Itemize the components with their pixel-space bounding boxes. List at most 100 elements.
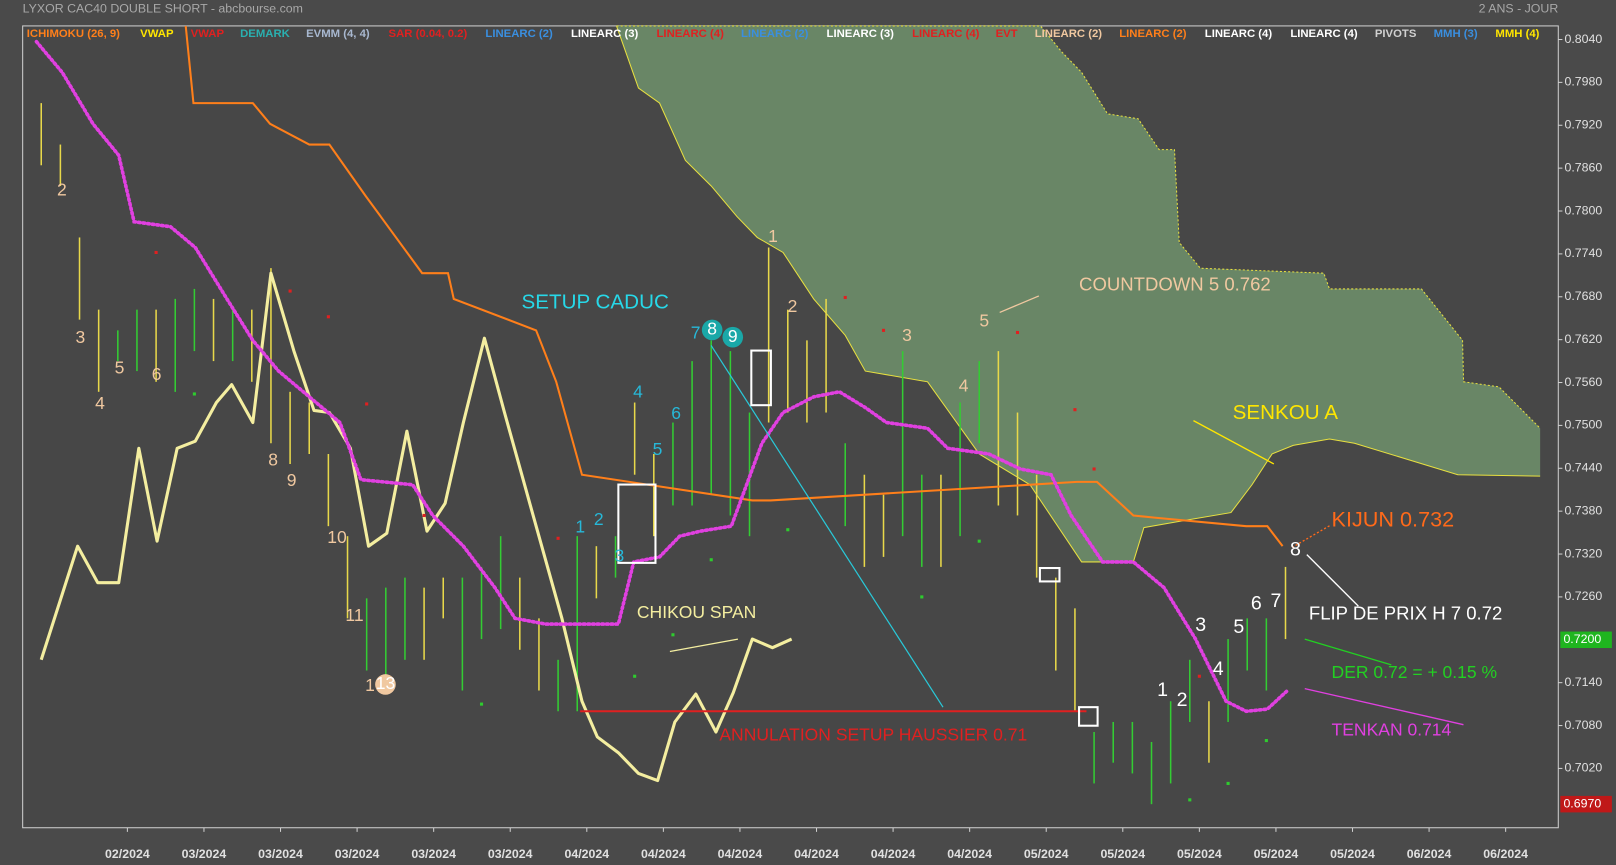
setup-count: 5	[653, 439, 663, 459]
arrow	[1289, 525, 1330, 550]
y-tick-label: 0.7620	[1564, 332, 1602, 346]
setup-count: 10	[327, 527, 347, 547]
sar-dot	[1188, 798, 1192, 802]
tenkan	[34, 39, 1290, 714]
arrow	[999, 295, 1040, 314]
chart-title: LYXOR CAC40 DOUBLE SHORT - abcbourse.com	[23, 2, 303, 16]
annotations: SETUP CADUC COUNTDOWN 5 0.762 SENKOU A K…	[521, 274, 1502, 745]
setup-count: 9	[728, 326, 738, 346]
setup-count: 2	[57, 179, 67, 199]
setup-box	[1078, 706, 1099, 727]
count-badge	[722, 326, 744, 348]
setup-count: 7	[691, 323, 701, 343]
arrow	[1306, 554, 1359, 607]
sar-dot	[1197, 674, 1201, 678]
setup-count: 6	[152, 364, 162, 384]
count-badge	[375, 674, 396, 695]
setup-count: 1	[575, 516, 585, 536]
setup-count: 3	[76, 327, 86, 347]
legend-entry: EVMM (4, 4)	[306, 28, 370, 40]
x-tick-label: 03/2024	[411, 847, 456, 861]
x-tick-label: 02/2024	[105, 847, 150, 861]
setup-count: 8	[268, 449, 278, 469]
sar-dot	[154, 250, 158, 255]
annotation: SETUP CADUC	[521, 291, 668, 314]
sar-dot	[1226, 781, 1230, 785]
sar-dot	[326, 315, 330, 319]
arrow	[1193, 420, 1275, 465]
y-tick-label: 0.7320	[1564, 546, 1602, 560]
y-tick-label: 0.7920	[1564, 118, 1602, 132]
price-marker	[1560, 795, 1612, 813]
legend-entry: LINEARC (4)	[1290, 28, 1358, 40]
sar-dot	[422, 513, 426, 517]
arrow	[669, 638, 739, 653]
legend-entry: DEMARK	[240, 28, 291, 40]
legend-entry: LINEARC (3)	[827, 28, 895, 40]
y-tick-label: 0.7680	[1564, 289, 1602, 303]
plot-layer	[34, 25, 1541, 805]
setup-count: 3	[615, 545, 625, 565]
y-tick-label: 0.7140	[1564, 675, 1602, 689]
annotation: TENKAN 0.714	[1332, 719, 1452, 739]
setup-count: 5	[979, 310, 989, 330]
annotation: SENKOU A	[1233, 401, 1339, 424]
setup-count: 1	[1157, 679, 1168, 701]
y-tick-label: 0.7260	[1564, 589, 1602, 603]
legend-entry: PIVOTS	[1375, 28, 1417, 40]
sar-dot	[288, 289, 292, 293]
setup-count: 5	[1233, 616, 1244, 638]
legend-entry: SAR (0.04, 0.2)	[389, 28, 468, 40]
arrow	[1304, 638, 1392, 666]
setup-count: 1	[365, 675, 375, 695]
sar-dot	[843, 295, 847, 300]
annotation: COUNTDOWN 5 0.762	[1079, 274, 1271, 295]
senkou-b	[616, 25, 1541, 429]
legend-entry: LINEARC (2)	[485, 28, 553, 40]
legend-entry: LINEARC (4)	[657, 28, 725, 40]
sar-dot	[479, 702, 484, 706]
sar-dot	[556, 536, 560, 540]
y-tick-label: 0.7860	[1564, 160, 1602, 174]
legend-entry: LINEARC (3)	[571, 28, 639, 40]
setup-count: 2	[594, 509, 604, 529]
setup-count: 5	[115, 358, 125, 378]
x-tick-label: 05/2024	[1330, 847, 1375, 861]
y-tick-label: 0.7020	[1564, 761, 1602, 775]
setup-count: 4	[959, 375, 969, 395]
sar-dot	[1092, 467, 1096, 471]
setup-count: 13	[376, 673, 395, 693]
sar-dot	[671, 633, 675, 637]
trend-line	[710, 345, 944, 708]
price-marker	[1560, 631, 1612, 649]
setup-box	[1038, 566, 1061, 583]
legend-entry: LINEARC (4)	[912, 28, 980, 40]
setup-count: 2	[1177, 689, 1188, 711]
x-tick-label: 03/2024	[182, 847, 227, 861]
setup-count: 9	[287, 470, 297, 490]
timeframe: 2 ANS - JOUR	[1479, 2, 1559, 16]
x-tick-label: 04/2024	[947, 847, 992, 861]
setup-count: 2	[788, 296, 798, 316]
sar-dot	[633, 674, 637, 678]
y-tick-label: 0.7980	[1564, 75, 1602, 89]
x-tick-label: 04/2024	[718, 847, 763, 861]
sar-dot	[709, 558, 713, 562]
annotation: FLIP DE PRIX H 7 0.72	[1309, 602, 1502, 623]
setup-count: 4	[1213, 658, 1224, 680]
legend-entry: EVT	[996, 28, 1018, 40]
legend-entry: ICHIMOKU (26, 9)	[27, 28, 120, 40]
x-tick-label: 05/2024	[1177, 847, 1222, 861]
sar-dot	[786, 528, 790, 532]
x-tick-label: 05/2024	[1254, 847, 1299, 861]
legend-entry: VWAP	[140, 28, 174, 40]
x-tick-label: 05/2024	[1100, 847, 1145, 861]
y-tick-label: 0.7800	[1564, 203, 1602, 217]
setup-count: 8	[1290, 539, 1301, 561]
setup-box	[750, 349, 772, 407]
x-tick-label: 03/2024	[335, 847, 380, 861]
annotation: CHIKOU SPAN	[637, 602, 756, 622]
kijun	[184, 25, 1284, 547]
y-tick-label: 0.7380	[1564, 503, 1602, 517]
